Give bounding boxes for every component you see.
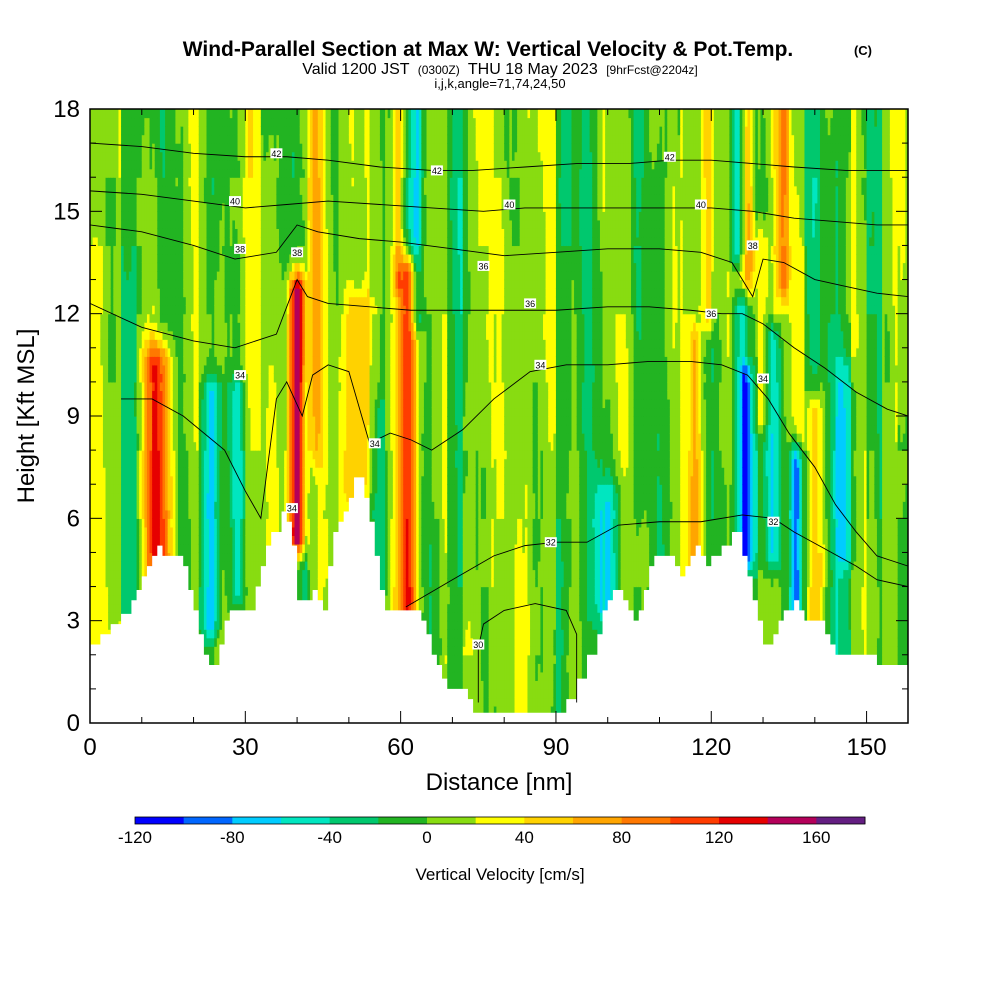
- valid-utc: (0300Z): [418, 63, 460, 77]
- forecast-label: [9hrFcst@2204z]: [606, 63, 698, 77]
- grid-indices: i,j,k,angle=71,74,24,50: [434, 76, 565, 91]
- cross-section-chart: Wind-Parallel Section at Max W: Vertical…: [0, 0, 1000, 1000]
- chart-title: Wind-Parallel Section at Max W: Vertical…: [183, 38, 794, 61]
- copyright-mark: (C): [854, 43, 872, 58]
- valid-time: Valid 1200 JST: [302, 61, 410, 78]
